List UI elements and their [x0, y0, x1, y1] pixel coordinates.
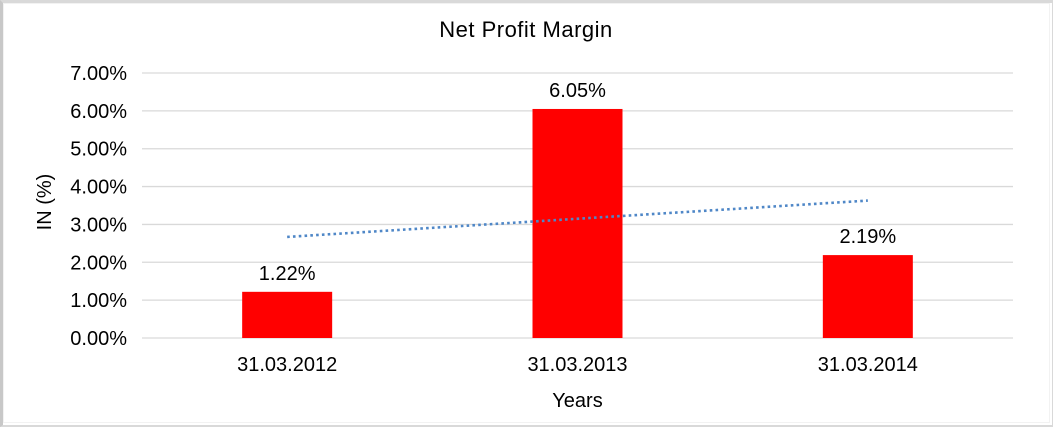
x-axis-title: Years — [552, 390, 602, 412]
y-axis-title: IN (%) — [34, 174, 56, 231]
y-tick-label: 3.00% — [70, 214, 127, 236]
net-profit-margin-chart: 0.00% 1.00% 2.00% 3.00% 4.00% 5.00% 6.00% 7.00%… — [34, 17, 1013, 412]
bar-value-label: 6.05% — [549, 80, 606, 102]
chart-frame-inner — [3, 3, 1050, 423]
y-tick-label: 1.00% — [70, 290, 127, 312]
y-tick-label: 2.00% — [70, 252, 127, 274]
bar-31.03.2013[interactable] — [532, 108, 623, 338]
bar-31.03.2012[interactable] — [242, 291, 333, 338]
y-tick-label: 0.00% — [70, 328, 127, 350]
x-tick-label: 31.03.2012 — [237, 354, 337, 376]
y-tick-label: 5.00% — [70, 139, 127, 161]
x-tick-label: 31.03.2013 — [527, 354, 627, 376]
bar-value-label: 1.22% — [259, 263, 316, 285]
y-tick-label: 7.00% — [70, 63, 127, 85]
y-tick-label: 4.00% — [70, 177, 127, 199]
y-tick-label: 6.00% — [70, 101, 127, 123]
linear-trendline[interactable] — [287, 199, 868, 239]
chart-title: Net Profit Margin — [439, 17, 613, 42]
x-tick-label: 31.03.2014 — [818, 354, 918, 376]
bar-31.03.2014[interactable] — [822, 255, 913, 338]
bar-value-label: 2.19% — [839, 226, 896, 248]
